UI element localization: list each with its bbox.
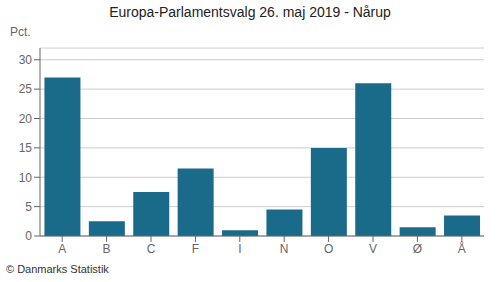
svg-text:V: V [369, 242, 377, 256]
svg-text:F: F [192, 242, 199, 256]
svg-text:5: 5 [25, 200, 32, 214]
svg-text:A: A [58, 242, 66, 256]
html-text:Europa-Parlamentsvalg 26. maj: Europa-Parlamentsvalg 26. maj 2019 - Når… [109, 4, 391, 20]
svg-text:N: N [280, 242, 289, 256]
svg-text:20: 20 [19, 112, 33, 126]
svg-text:I: I [238, 242, 241, 256]
svg-text:10: 10 [19, 171, 33, 185]
svg-text:C: C [147, 242, 156, 256]
svg-text:B: B [103, 242, 111, 256]
svg-text:25: 25 [19, 82, 33, 96]
html-text:© Danmarks Statistik: © Danmarks Statistik [6, 263, 109, 275]
svg-text:Ø: Ø [413, 242, 422, 256]
svg-text:30: 30 [19, 53, 33, 67]
svg-text:O: O [324, 242, 333, 256]
html-text:Pct.: Pct. [10, 25, 31, 39]
svg-text:0: 0 [25, 229, 32, 243]
svg-text:15: 15 [19, 141, 33, 155]
svg-text:Å: Å [458, 241, 466, 256]
